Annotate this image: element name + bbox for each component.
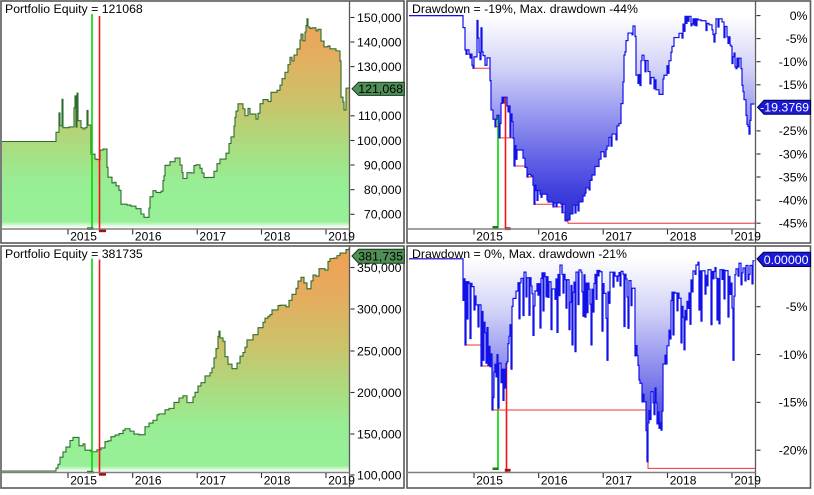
svg-text:2015: 2015 (476, 474, 503, 488)
svg-text:110,000: 110,000 (358, 109, 402, 123)
svg-text:2019: 2019 (328, 230, 355, 244)
svg-text:2019: 2019 (328, 474, 355, 488)
svg-text:90,000: 90,000 (364, 158, 402, 172)
svg-text:0%: 0% (790, 9, 808, 23)
svg-text:-20%: -20% (779, 444, 808, 458)
svg-text:100,000: 100,000 (357, 134, 402, 148)
svg-text:2018: 2018 (670, 230, 697, 244)
svg-text:-5%: -5% (786, 300, 808, 314)
svg-text:100,000: 100,000 (357, 468, 402, 482)
svg-text:2018: 2018 (264, 474, 291, 488)
svg-text:2017: 2017 (199, 230, 226, 244)
svg-text:2019: 2019 (734, 230, 761, 244)
svg-text:2015: 2015 (476, 230, 503, 244)
svg-text:0.00000: 0.00000 (764, 253, 809, 267)
svg-text:350,000: 350,000 (357, 261, 402, 275)
svg-text:Portfolio Equity = 381735: Portfolio Equity = 381735 (5, 247, 143, 261)
svg-text:Portfolio Equity = 121068: Portfolio Equity = 121068 (5, 2, 143, 16)
svg-text:121,068: 121,068 (358, 82, 403, 96)
svg-text:2018: 2018 (670, 474, 697, 488)
svg-text:2015: 2015 (70, 474, 97, 488)
svg-text:150,000: 150,000 (357, 427, 402, 441)
svg-text:2017: 2017 (605, 474, 632, 488)
svg-text:2019: 2019 (734, 474, 761, 488)
svg-text:140,000: 140,000 (357, 35, 402, 49)
svg-text:2016: 2016 (135, 230, 162, 244)
svg-text:Drawdown = 0%, Max. drawdown -: Drawdown = 0%, Max. drawdown -21% (412, 247, 627, 261)
svg-text:150,000: 150,000 (357, 11, 402, 25)
svg-text:2016: 2016 (135, 474, 162, 488)
svg-text:2016: 2016 (541, 474, 568, 488)
svg-text:2015: 2015 (70, 230, 97, 244)
svg-text:-10%: -10% (779, 348, 808, 362)
svg-text:2017: 2017 (605, 230, 632, 244)
svg-text:-25%: -25% (779, 124, 808, 138)
svg-text:2016: 2016 (541, 230, 568, 244)
svg-text:-19.3769: -19.3769 (760, 100, 809, 114)
svg-text:381,735: 381,735 (358, 250, 403, 264)
svg-text:300,000: 300,000 (357, 302, 402, 316)
svg-text:70,000: 70,000 (364, 208, 402, 222)
svg-text:2017: 2017 (199, 474, 226, 488)
svg-text:80,000: 80,000 (364, 183, 402, 197)
svg-text:-15%: -15% (779, 78, 808, 92)
svg-text:-5%: -5% (786, 32, 808, 46)
svg-text:-10%: -10% (779, 55, 808, 69)
svg-text:Drawdown = -19%, Max. drawdown: Drawdown = -19%, Max. drawdown -44% (412, 2, 638, 16)
svg-text:-40%: -40% (779, 193, 808, 207)
svg-text:-35%: -35% (779, 170, 808, 184)
svg-text:-30%: -30% (779, 147, 808, 161)
svg-text:200,000: 200,000 (357, 386, 402, 400)
svg-text:-45%: -45% (779, 217, 808, 231)
svg-text:-15%: -15% (779, 396, 808, 410)
svg-text:130,000: 130,000 (357, 60, 402, 74)
svg-text:2018: 2018 (264, 230, 291, 244)
svg-text:250,000: 250,000 (357, 344, 402, 358)
